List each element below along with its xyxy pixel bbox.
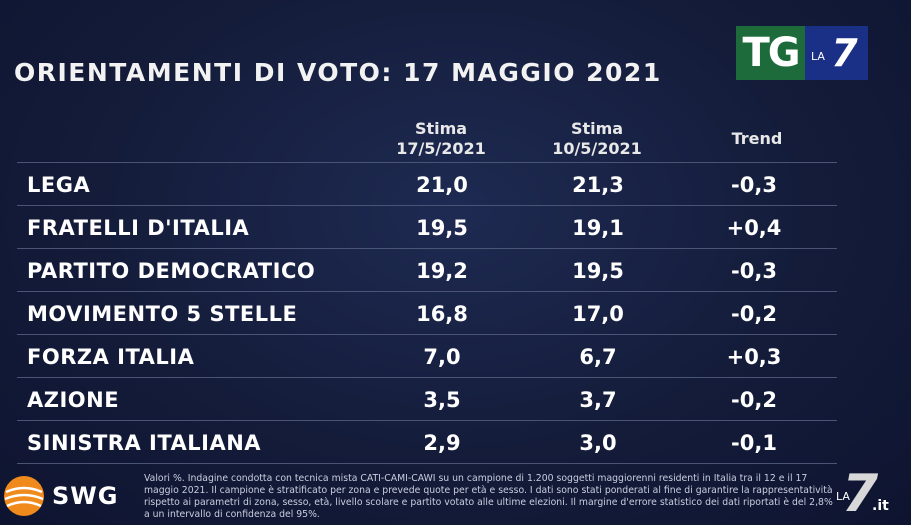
party-name: MOVIMENTO 5 STELLE bbox=[27, 302, 298, 326]
party-name: AZIONE bbox=[27, 388, 120, 412]
la7-logo-seven: 7 bbox=[831, 31, 858, 75]
la7-logo-la: LA bbox=[811, 50, 825, 63]
swg-globe-icon bbox=[4, 476, 44, 516]
value-stima-10-5: 3,0 bbox=[579, 431, 617, 455]
column-header-stima-10-5: Stima 10/5/2021 bbox=[532, 119, 662, 159]
la7-it-logo-it: .it bbox=[872, 498, 889, 514]
la7-logo-block: LA 7 bbox=[805, 26, 868, 80]
column-header-trend: Trend bbox=[700, 129, 814, 149]
value-trend: +0,4 bbox=[726, 216, 782, 240]
table-row: AZIONE 3,5 3,7 -0,2 bbox=[17, 378, 837, 421]
value-stima-17-5: 2,9 bbox=[423, 431, 461, 455]
value-trend: -0,3 bbox=[731, 259, 777, 283]
column-header-line1: Stima bbox=[414, 119, 468, 138]
value-trend: -0,3 bbox=[731, 173, 777, 197]
table-row: PARTITO DEMOCRATICO 19,2 19,5 -0,3 bbox=[17, 249, 837, 292]
swg-logo-text: SWG bbox=[52, 482, 119, 510]
column-header-stima-17-5: Stima 17/5/2021 bbox=[376, 119, 506, 159]
value-stima-17-5: 7,0 bbox=[423, 345, 461, 369]
column-header-line1: Stima bbox=[570, 119, 624, 138]
value-trend: -0,2 bbox=[731, 302, 777, 326]
column-header-line2: 17/5/2021 bbox=[396, 139, 486, 158]
table-row: LEGA 21,0 21,3 -0,3 bbox=[17, 162, 837, 206]
value-stima-10-5: 17,0 bbox=[572, 302, 624, 326]
value-stima-17-5: 19,2 bbox=[416, 259, 468, 283]
value-stima-17-5: 3,5 bbox=[423, 388, 461, 412]
methodology-note: Valori %. Indagine condotta con tecnica … bbox=[144, 473, 833, 520]
table-row: FORZA ITALIA 7,0 6,7 +0,3 bbox=[17, 335, 837, 378]
party-name: FORZA ITALIA bbox=[27, 345, 195, 369]
value-stima-10-5: 6,7 bbox=[579, 345, 617, 369]
value-trend: -0,2 bbox=[731, 388, 777, 412]
value-stima-10-5: 19,5 bbox=[572, 259, 624, 283]
poll-table: LEGA 21,0 21,3 -0,3 FRATELLI D'ITALIA 19,5 19,… bbox=[17, 162, 837, 464]
table-row: SINISTRA ITALIANA 2,9 3,0 -0,1 bbox=[17, 421, 837, 464]
la7-it-logo-la: LA bbox=[836, 490, 850, 503]
swg-logo: SWG bbox=[2, 470, 132, 522]
table-row: FRATELLI D'ITALIA 19,5 19,1 +0,4 bbox=[17, 206, 837, 249]
party-name: LEGA bbox=[27, 173, 91, 197]
column-header-line1: Trend bbox=[731, 129, 783, 148]
la7-it-logo-seven: 7 bbox=[842, 464, 879, 524]
value-trend: -0,1 bbox=[731, 431, 777, 455]
tg-la7-logo: TG LA 7 bbox=[736, 26, 868, 80]
la7-it-logo: 7 LA .it bbox=[836, 464, 896, 524]
tg-logo-text: TG bbox=[736, 26, 805, 80]
value-stima-17-5: 21,0 bbox=[416, 173, 468, 197]
party-name: SINISTRA ITALIANA bbox=[27, 431, 262, 455]
value-stima-10-5: 3,7 bbox=[579, 388, 617, 412]
chart-title: ORIENTAMENTI DI VOTO: 17 MAGGIO 2021 bbox=[14, 58, 662, 87]
party-name: FRATELLI D'ITALIA bbox=[27, 216, 250, 240]
value-stima-17-5: 19,5 bbox=[416, 216, 468, 240]
column-header-line2: 10/5/2021 bbox=[552, 139, 642, 158]
party-name: PARTITO DEMOCRATICO bbox=[27, 259, 316, 283]
value-stima-17-5: 16,8 bbox=[416, 302, 468, 326]
value-stima-10-5: 21,3 bbox=[572, 173, 624, 197]
value-trend: +0,3 bbox=[726, 345, 782, 369]
table-row: MOVIMENTO 5 STELLE 16,8 17,0 -0,2 bbox=[17, 292, 837, 335]
value-stima-10-5: 19,1 bbox=[572, 216, 624, 240]
